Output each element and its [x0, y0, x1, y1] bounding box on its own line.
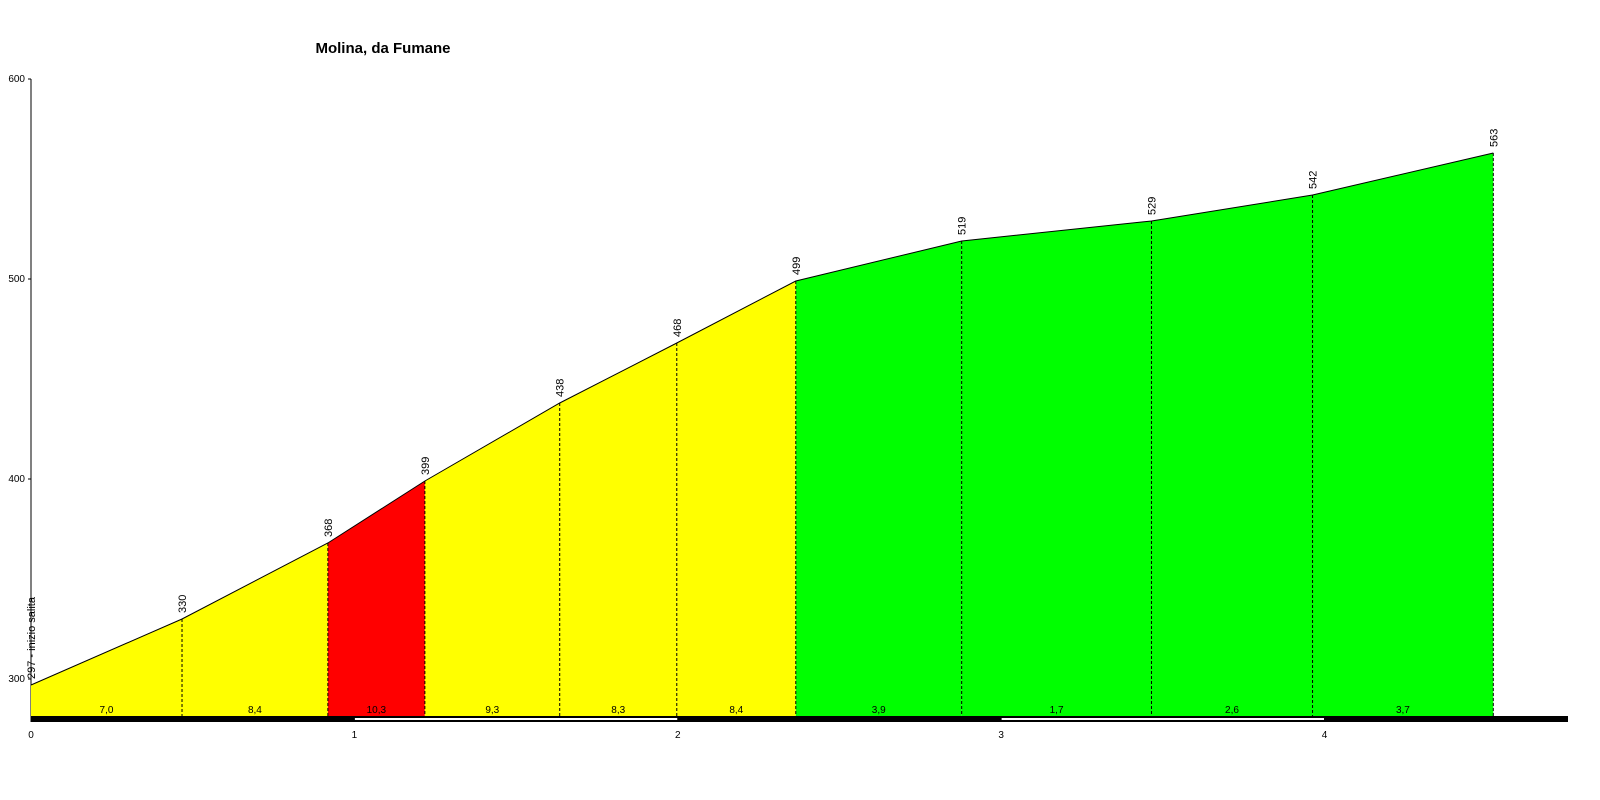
elevation-label: 519 — [957, 217, 969, 235]
elevation-label: 399 — [420, 457, 432, 475]
gradient-segment — [676, 281, 796, 717]
elevation-label: 499 — [791, 257, 803, 275]
x-tick-label: 1 — [352, 730, 358, 741]
elevation-label: 468 — [672, 319, 684, 337]
gradient-segment — [1151, 195, 1313, 717]
chart-title: Molina, da Fumane — [315, 40, 450, 57]
gradient-label: 8,3 — [611, 705, 625, 716]
x-tick-label: 3 — [998, 730, 1004, 741]
elevation-label: 368 — [323, 519, 335, 537]
x-tick-label: 4 — [1322, 730, 1328, 741]
gradient-label: 8,4 — [248, 705, 262, 716]
x-tick-label: 2 — [675, 730, 681, 741]
elevation-label: 438 — [555, 379, 567, 397]
elevation-label: 563 — [1488, 129, 1500, 147]
gradient-label: 10,3 — [367, 705, 387, 716]
gradient-segment — [559, 343, 677, 717]
elevation-label: 330 — [177, 595, 189, 613]
gradient-segment — [1312, 153, 1494, 717]
gradient-label: 3,7 — [1396, 705, 1410, 716]
gradient-label: 2,6 — [1225, 705, 1239, 716]
distance-bar-white — [354, 718, 678, 720]
y-tick-label: 400 — [8, 474, 25, 485]
gradient-label: 9,3 — [485, 705, 499, 716]
y-tick-label: 500 — [8, 274, 25, 285]
gradient-segment — [424, 403, 560, 717]
elevation-label: 529 — [1146, 197, 1158, 215]
y-tick-label: 300 — [8, 674, 25, 685]
gradient-segment — [31, 619, 183, 717]
gradient-label: 1,7 — [1050, 705, 1064, 716]
gradient-segment — [327, 481, 425, 717]
gradient-segment — [182, 543, 328, 717]
profile-line — [30, 152, 1494, 686]
gradient-segment — [795, 241, 962, 717]
x-tick-label: 0 — [28, 730, 34, 741]
elevation-label: 542 — [1308, 171, 1320, 189]
elevation-label: 297 - inizio salita — [26, 596, 38, 679]
gradient-label: 7,0 — [100, 705, 114, 716]
distance-bar-white — [1001, 718, 1325, 720]
gradient-label: 8,4 — [729, 705, 743, 716]
gradient-label: 3,9 — [872, 705, 886, 716]
distance-bar — [31, 716, 1568, 722]
gradient-segment — [961, 221, 1152, 717]
y-tick-label: 600 — [8, 74, 25, 85]
